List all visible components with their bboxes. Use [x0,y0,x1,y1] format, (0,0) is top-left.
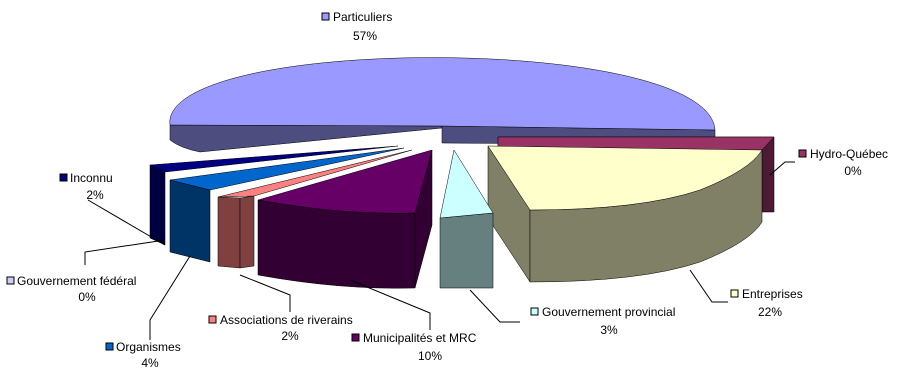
slice-particuliers [169,57,716,131]
label-gouvernement-federal: Gouvernement fédéral [17,274,136,288]
swatch-gouvernement-provincial [530,307,539,316]
slice-municipalites [257,149,433,214]
value-organismes: 4% [141,356,159,369]
leader-line-gouvernement-federal [84,239,166,265]
value-municipalites: 10% [418,349,442,363]
slice-organismes-side [169,179,211,263]
label-organismes: Organismes [116,340,181,354]
swatch-inconnu [59,173,68,182]
leader-line-hydro-quebec [769,161,795,176]
slice-inconnu [149,145,399,173]
value-inconnu: 2% [86,188,104,202]
slice-gouvernement-provincial-side [439,212,494,289]
swatch-particuliers [321,12,330,21]
label-gouvernement-provincial: Gouvernement provincial [542,305,675,319]
value-hydro-quebec: 0% [844,164,862,178]
swatch-hydro-quebec [798,149,807,158]
leader-line-organismes [149,255,191,340]
value-associations: 2% [281,329,299,343]
swatch-gouvernement-federal [6,276,15,285]
leader-line-entreprises [689,269,728,303]
label-associations: Associations de riverains [220,313,353,327]
slice-associations-side [217,196,241,269]
value-gouvernement-federal: 0% [78,290,96,304]
swatch-municipalites [351,333,360,342]
leader-line-municipalites [349,279,431,330]
label-entreprises: Entreprises [742,287,803,301]
swatch-entreprises [730,289,739,298]
value-entreprises: 22% [758,305,782,319]
value-particuliers: 57% [353,29,377,43]
slice-inconnu-side [149,164,166,246]
slice-organismes [169,147,405,191]
slice-gouvernement-provincial [439,149,494,219]
label-hydro-quebec: Hydro-Québec [810,147,888,161]
leader-line-inconnu [87,199,166,246]
slice-associations-wall [239,195,255,269]
slice-entreprises [487,145,763,211]
slice-particuliers-side [169,124,443,153]
slice-associations [217,149,413,198]
leader-line-associations [239,274,291,312]
swatch-associations [208,315,217,324]
label-municipalites: Municipalités et MRC [363,331,477,345]
label-inconnu: Inconnu [70,171,113,185]
value-gouvernement-provincial: 3% [600,323,618,337]
swatch-organismes [105,342,114,351]
leader-line-gouvernement-provincial [469,289,520,323]
label-particuliers: Particuliers [333,10,392,24]
